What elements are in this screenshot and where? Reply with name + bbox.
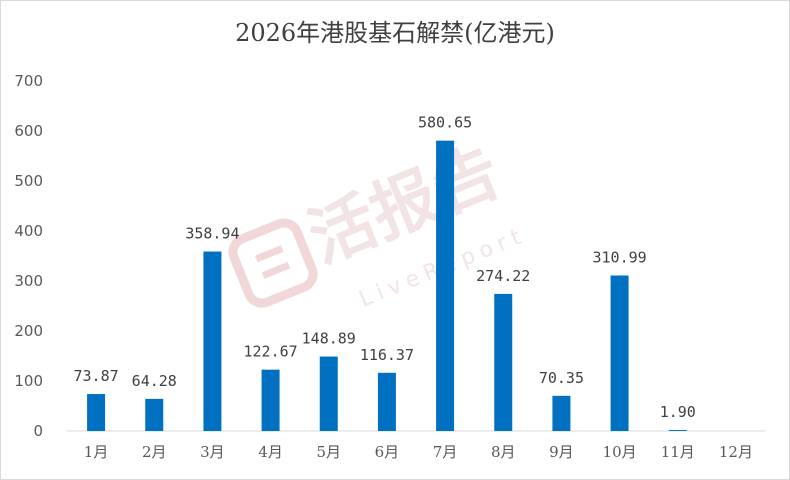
data-label: 580.65	[418, 114, 472, 132]
x-tick-label: 3月	[200, 443, 225, 461]
data-label: 358.94	[185, 225, 239, 243]
data-label: 70.35	[539, 369, 584, 387]
x-tick-label: 9月	[549, 443, 574, 461]
bar	[261, 369, 280, 431]
y-tick-label: 600	[14, 122, 43, 140]
bar	[319, 356, 338, 431]
data-label: 73.87	[74, 367, 119, 385]
y-tick-label: 500	[14, 172, 43, 190]
bar	[203, 251, 222, 431]
watermark-logo	[228, 218, 318, 308]
data-label: 274.22	[476, 267, 530, 285]
bar	[436, 140, 455, 432]
bar	[610, 275, 629, 431]
y-tick-label: 400	[14, 222, 43, 240]
y-tick-label: 700	[14, 72, 43, 90]
bar	[668, 430, 687, 431]
bar	[552, 395, 571, 431]
data-label: 122.67	[243, 343, 297, 361]
x-tick-label: 11月	[661, 443, 695, 461]
x-tick-label: 8月	[491, 443, 516, 461]
x-tick-label: 1月	[84, 443, 109, 461]
y-tick-label: 300	[14, 272, 43, 290]
y-tick-label: 200	[14, 322, 43, 340]
watermark: 活报告 LiveReport	[228, 132, 530, 313]
y-tick-label: 100	[14, 372, 43, 390]
bar	[377, 372, 396, 431]
x-tick-label: 10月	[603, 443, 637, 461]
data-label: 64.28	[132, 372, 177, 390]
data-label: 148.89	[302, 330, 356, 348]
bar	[87, 394, 106, 431]
bar	[494, 293, 513, 431]
chart-title: 2026年港股基石解禁(亿港元)	[235, 19, 555, 47]
x-tick-label: 6月	[375, 443, 400, 461]
x-tick-label: 2月	[142, 443, 167, 461]
data-label: 310.99	[592, 249, 646, 267]
x-tick-label: 4月	[258, 443, 283, 461]
x-tick-label: 7月	[433, 443, 458, 461]
data-label: 1.90	[660, 403, 696, 421]
bar	[145, 398, 164, 431]
data-label: 116.37	[360, 346, 414, 364]
x-tick-label: 12月	[719, 443, 753, 461]
plot-area: 0 100 200 300 400 500 600 700 73.87 1月 64.28 2月 358.…	[14, 72, 765, 461]
y-tick-label: 0	[33, 422, 43, 440]
x-tick-label: 5月	[316, 443, 341, 461]
